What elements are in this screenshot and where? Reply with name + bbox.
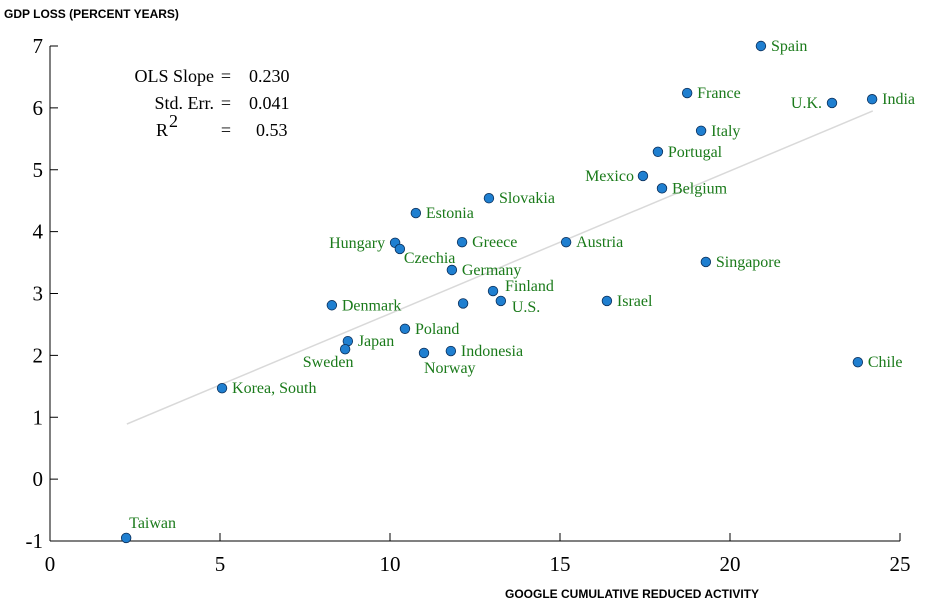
point: [560, 236, 572, 248]
point: [852, 356, 864, 368]
point-label: Denmark: [342, 297, 402, 314]
point: [445, 345, 457, 357]
y-tick-label: -1: [26, 529, 44, 553]
point-label: Austria: [576, 234, 623, 251]
point: [216, 382, 228, 394]
point-label: Korea, South: [232, 380, 316, 397]
point: [483, 193, 495, 204]
point-label: Germany: [462, 262, 522, 279]
point-label: Mexico: [585, 168, 634, 185]
point-label: Czechia: [404, 250, 456, 267]
x-tick-label: 0: [45, 552, 56, 576]
point-label: U.S.: [512, 299, 540, 316]
point: [446, 264, 458, 276]
point: [410, 207, 422, 219]
point-label: Poland: [415, 321, 459, 338]
stat-value: 0.230: [249, 66, 290, 86]
point: [120, 532, 132, 544]
point: [487, 285, 499, 297]
point: [394, 243, 406, 255]
y-tick-label: 3: [33, 282, 44, 306]
point: [652, 146, 664, 158]
point-label: Israel: [617, 293, 653, 310]
point-label: Singapore: [716, 254, 781, 271]
point-label: Taiwan: [129, 515, 176, 532]
x-tick-label: 15: [550, 552, 571, 576]
point-label: Italy: [711, 123, 740, 140]
point: [339, 343, 351, 355]
point: [866, 94, 878, 105]
y-tick-label: 0: [33, 467, 44, 491]
point-label: France: [697, 85, 741, 102]
point: [601, 295, 613, 307]
y-tick-label: 2: [33, 343, 44, 367]
stat-value: 0.041: [249, 93, 290, 113]
point-label: Estonia: [426, 205, 474, 222]
point-label: Chile: [868, 354, 903, 371]
point: [695, 125, 707, 136]
x-tick-label: 20: [720, 552, 741, 576]
point-label: Norway: [424, 360, 476, 377]
point-label: Indonesia: [461, 343, 523, 360]
point-label: Slovakia: [499, 190, 555, 207]
point: [681, 87, 693, 99]
point-label: Finland: [505, 278, 554, 295]
stat-sep: =: [221, 120, 231, 140]
point: [755, 40, 767, 52]
point: [826, 97, 838, 109]
x-tick-label: 5: [215, 552, 226, 576]
x-tick-label: 25: [890, 552, 911, 576]
point: [637, 170, 649, 182]
point: [456, 236, 468, 248]
stat-sup: 2: [169, 111, 178, 131]
point-label: India: [882, 91, 915, 108]
stat-label: Std. Err.: [154, 93, 214, 113]
stat-label: R: [156, 120, 168, 140]
point: [418, 347, 430, 359]
stat-sep: =: [221, 93, 231, 113]
point-label: U.K.: [791, 95, 822, 112]
stat-value: 0.53: [256, 120, 288, 140]
point: [495, 295, 507, 307]
point-label: Portugal: [668, 144, 723, 161]
point: [656, 183, 668, 194]
point-label: Sweden: [303, 354, 354, 371]
point-label: Spain: [771, 38, 807, 55]
point: [700, 256, 712, 268]
point-label: Belgium: [672, 180, 728, 197]
stat-label: OLS Slope: [134, 66, 214, 86]
y-tick-label: 5: [33, 158, 44, 182]
point: [457, 298, 469, 309]
x-tick-label: 10: [380, 552, 401, 576]
y-tick-label: 6: [33, 96, 44, 120]
y-axis-title: GDP LOSS (PERCENT YEARS): [4, 7, 179, 21]
stat-sep: =: [221, 66, 231, 86]
y-tick-label: 1: [33, 405, 44, 429]
point-label: Greece: [472, 234, 517, 251]
point: [326, 300, 338, 311]
point-label: Hungary: [329, 235, 385, 252]
y-tick-label: 7: [33, 34, 44, 58]
fit-line: [126, 110, 874, 425]
y-tick-label: 4: [33, 220, 44, 244]
point: [399, 323, 411, 334]
x-axis-title: GOOGLE CUMULATIVE REDUCED ACTIVITY: [505, 587, 759, 601]
point-label: Japan: [358, 333, 394, 350]
